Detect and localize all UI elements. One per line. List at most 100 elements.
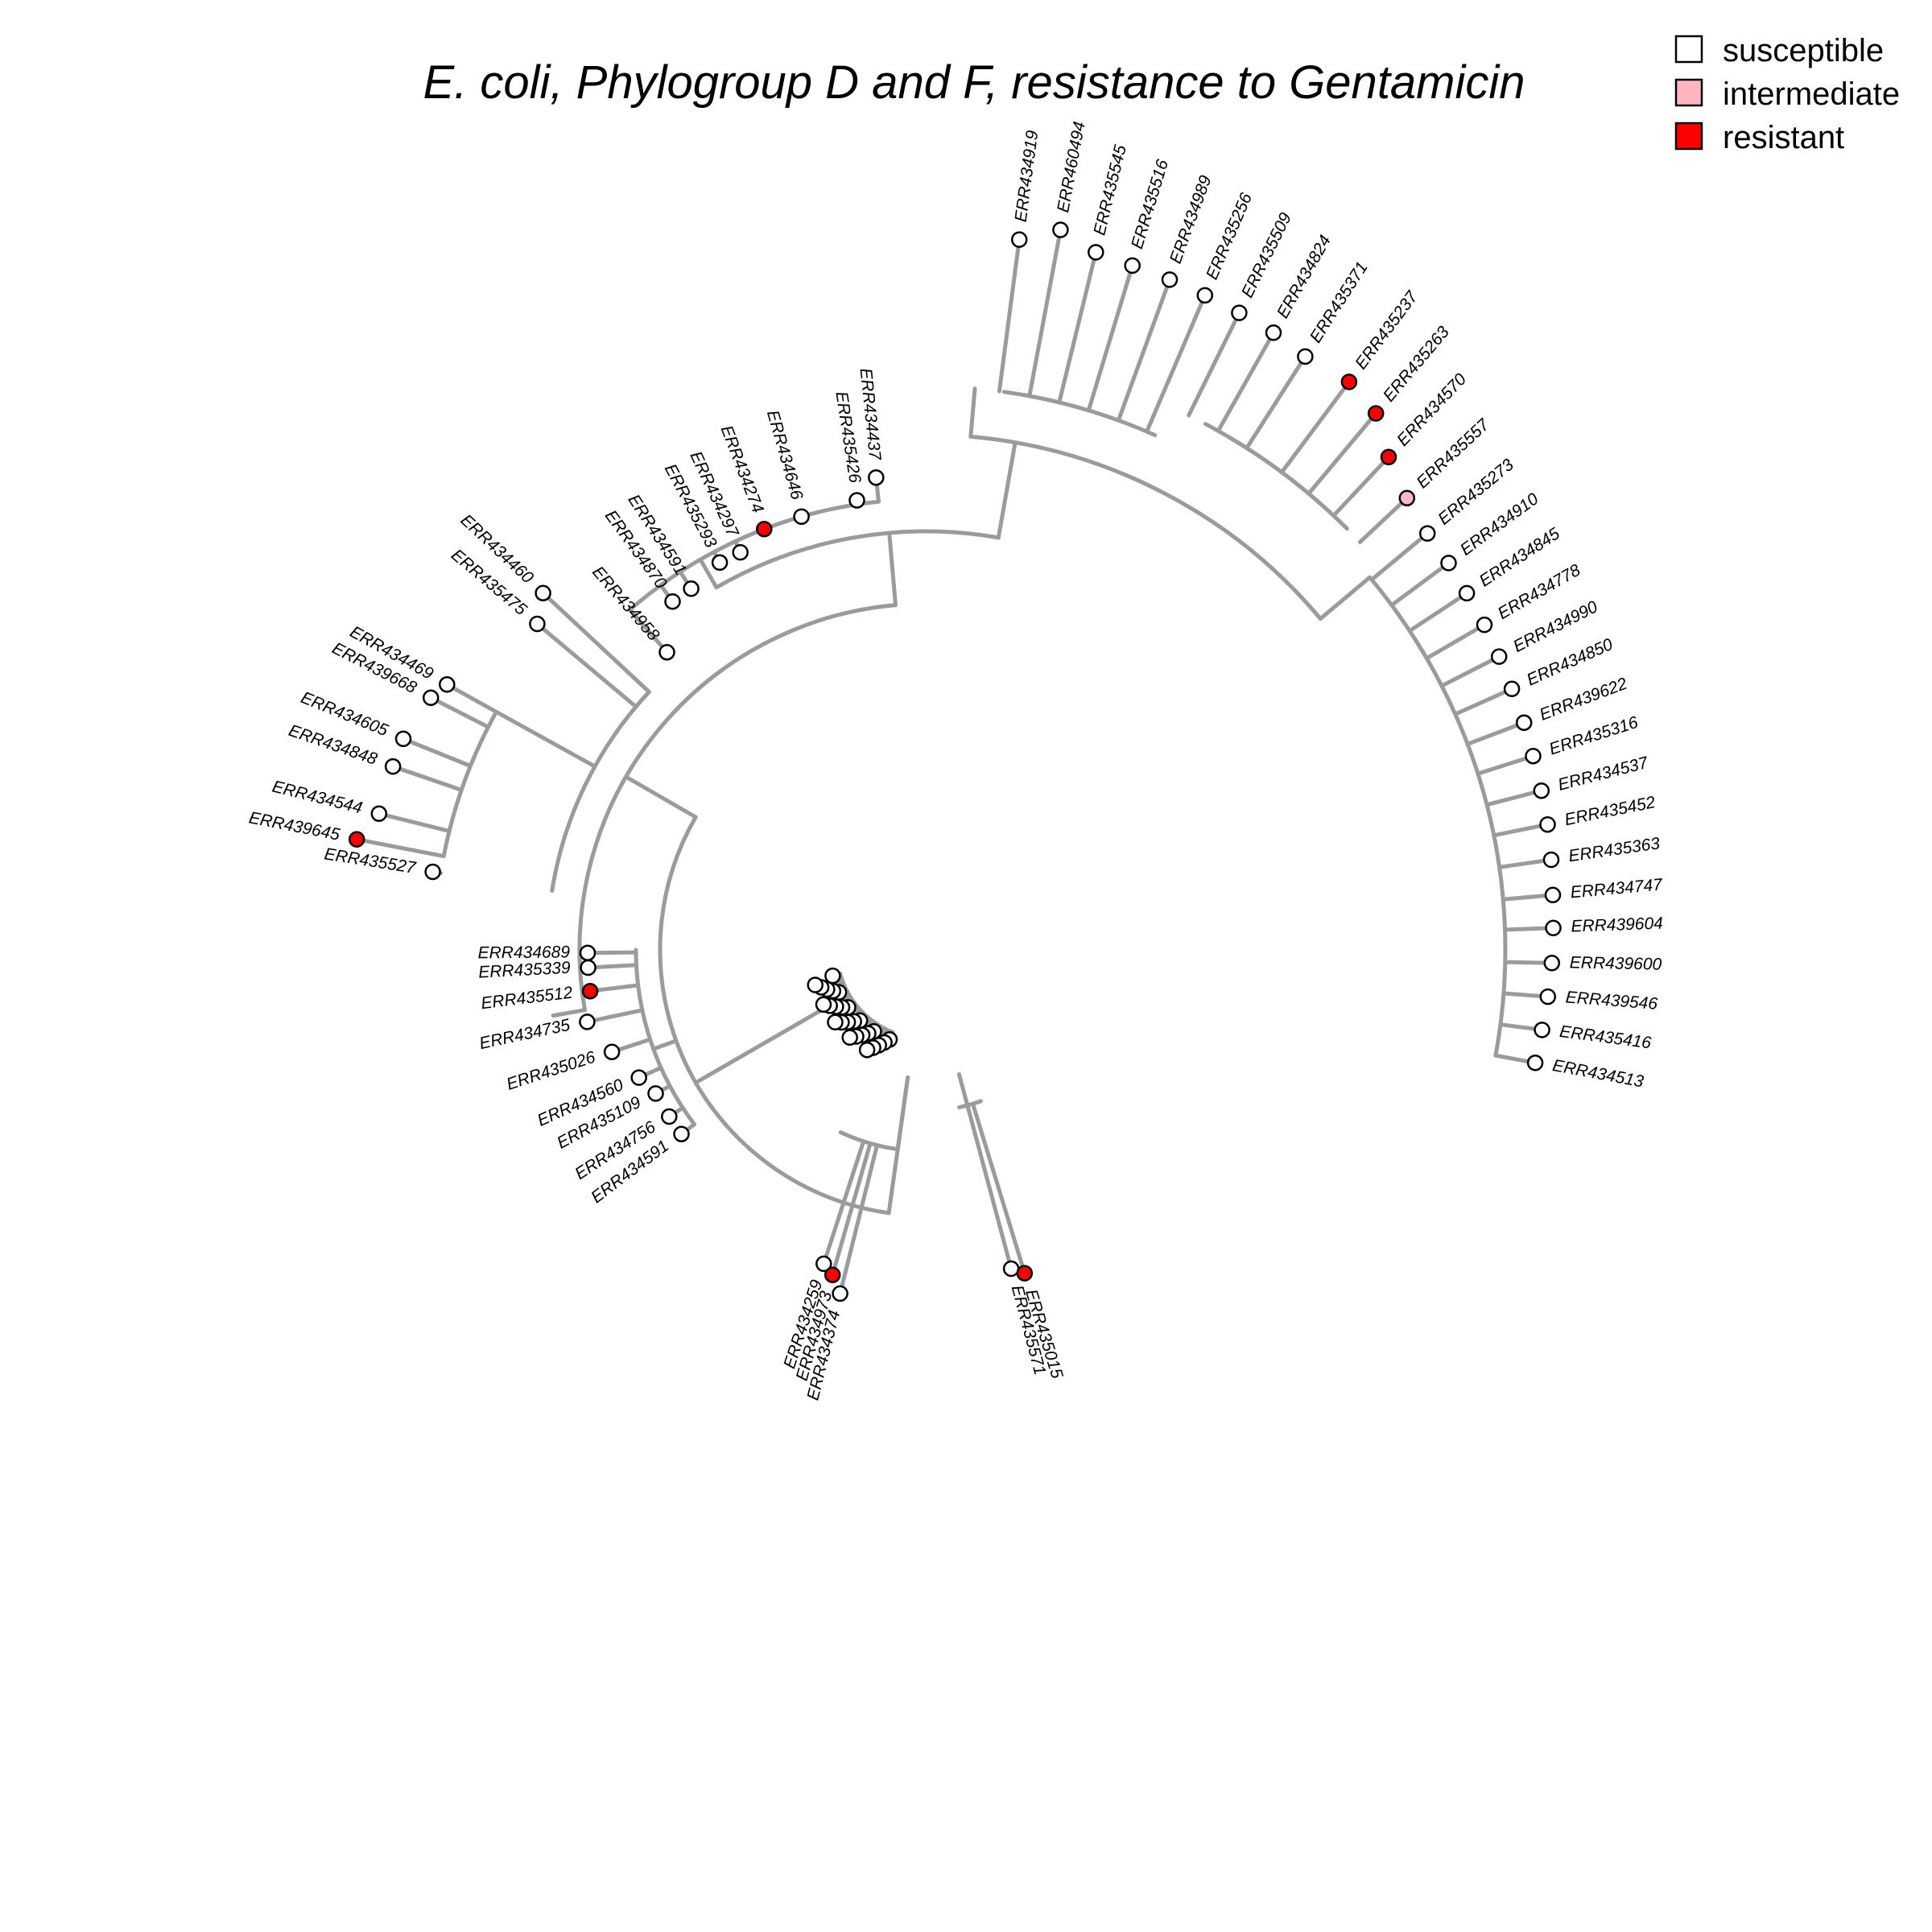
branch-terminal (1407, 591, 1469, 634)
branch-terminal (1453, 687, 1514, 716)
branch-radial (887, 530, 898, 608)
tip-marker-susceptible (1533, 782, 1550, 799)
tip-marker-susceptible (579, 944, 597, 961)
tip-marker-susceptible (832, 1285, 848, 1302)
branch-terminal (997, 237, 1022, 394)
legend-swatch-intermediate (1674, 78, 1703, 107)
tip-marker-susceptible (1539, 815, 1556, 833)
tip-marker-susceptible (1544, 886, 1562, 904)
tip-label: ERR434919 (1012, 129, 1042, 223)
tip-label: ERR439604 (1571, 914, 1663, 936)
branch-terminal (354, 837, 446, 859)
branch-radial (996, 440, 1018, 540)
tip-marker-susceptible (815, 996, 832, 1013)
branch-terminal (1424, 622, 1487, 661)
tip-marker-susceptible (1503, 680, 1521, 698)
tip-label: ERR435339 (478, 959, 572, 982)
branch-root-stem (693, 1008, 824, 1085)
tip-label: ERR439645 (247, 808, 341, 844)
tip-marker-susceptible (827, 1013, 844, 1031)
tip-marker-resistant (1380, 448, 1397, 465)
branch-radial (956, 1072, 970, 1108)
branch-terminal (965, 1103, 1013, 1271)
branch-root-arc (658, 815, 891, 1216)
tip-marker-susceptible (1539, 988, 1557, 1005)
tip-marker-susceptible (647, 1085, 664, 1102)
tip-marker-susceptible (1418, 525, 1436, 542)
legend-swatch-susceptible (1674, 35, 1703, 64)
tip-marker-susceptible (858, 1041, 876, 1059)
branch-terminal (628, 607, 669, 654)
tip-label: ERR434989 (1166, 173, 1216, 266)
tip-marker-susceptible (1543, 955, 1561, 972)
tip-marker-susceptible (815, 1255, 832, 1273)
branch-radial (968, 386, 977, 439)
tip-label: ERR460494 (1054, 120, 1089, 214)
tip-marker-susceptible (807, 976, 824, 993)
tip-marker-resistant (824, 1266, 841, 1283)
tip-marker-susceptible (1515, 714, 1533, 731)
tip-marker-susceptible (848, 492, 865, 509)
tip-marker-susceptible (394, 730, 412, 748)
branch-terminal (1279, 379, 1352, 475)
tip-label: ERR435316 (1547, 713, 1641, 759)
tip-label: ERR434544 (270, 778, 365, 818)
branch-arc-top-left (968, 434, 1323, 621)
legend-label-susceptible: susceptible (1723, 33, 1884, 68)
tip-marker-susceptible (824, 967, 841, 985)
branch-arc-right (1368, 575, 1508, 1058)
tip-marker-susceptible (422, 689, 440, 706)
branch-terminal (1027, 228, 1063, 398)
tip-marker-susceptible (580, 959, 597, 976)
tip-marker-susceptible (603, 1043, 621, 1060)
branch-terminal (1307, 411, 1378, 496)
tip-label: ERR434747 (1570, 875, 1664, 902)
branch-radial (895, 1075, 910, 1152)
tip-label: ERR435363 (1567, 834, 1662, 865)
tip-marker-susceptible (868, 469, 885, 486)
branch-terminal (830, 1141, 873, 1278)
tip-marker-resistant (1016, 1265, 1034, 1282)
tip-marker-susceptible (1458, 584, 1476, 602)
branch-radial (624, 774, 698, 819)
branch-arc-lower-left (634, 947, 696, 1127)
branch-terminal (1369, 531, 1430, 582)
branch-terminal (1057, 250, 1098, 405)
tip-marker-susceptible (732, 543, 749, 561)
tip-label: ERR434735 (477, 1016, 572, 1053)
branch-terminal (390, 764, 464, 792)
legend-swatch-resistant (1674, 122, 1703, 151)
branch-terminal (1439, 654, 1501, 688)
tip-label: ERR439622 (1537, 675, 1629, 724)
branch-terminal (821, 1139, 866, 1266)
tip-marker-susceptible (1124, 257, 1141, 275)
tip-marker-susceptible (579, 1013, 596, 1030)
tip-marker-susceptible (1545, 919, 1562, 937)
tip-marker-resistant (1367, 405, 1385, 422)
tip-marker-susceptible (1002, 1260, 1020, 1278)
tip-label: ERR435516 (1128, 157, 1172, 250)
branch-arc-upper (714, 529, 1001, 590)
tip-marker-susceptible (1265, 324, 1282, 341)
tip-marker-susceptible (630, 1069, 647, 1086)
legend: susceptible intermediate resistant (1674, 33, 1900, 155)
tip-label: ERR435256 (1203, 190, 1256, 283)
tip-label: ERR435416 (1558, 1022, 1653, 1053)
tip-label: ERR434513 (1551, 1056, 1645, 1092)
branch-terminal (1245, 354, 1307, 451)
tip-marker-intermediate (1398, 489, 1416, 506)
legend-label-resistant: resistant (1723, 120, 1844, 155)
branch-terminal (1497, 857, 1554, 869)
branch-terminal (1357, 496, 1410, 544)
branch-terminal (1216, 330, 1276, 433)
branch-terminal (444, 682, 498, 714)
figure-title: E. coli, Phylogroup D and F, resistance … (423, 56, 1525, 109)
branch-arc-left (577, 603, 898, 1013)
tree-branches (354, 228, 1555, 1296)
branch-terminal (971, 1101, 1027, 1276)
tip-marker-resistant (581, 982, 599, 1000)
branch-radial (651, 1038, 679, 1051)
branch-arc-lower-right (957, 1099, 983, 1110)
tip-marker-resistant (348, 831, 365, 848)
branch-arc-top (1001, 390, 1158, 437)
